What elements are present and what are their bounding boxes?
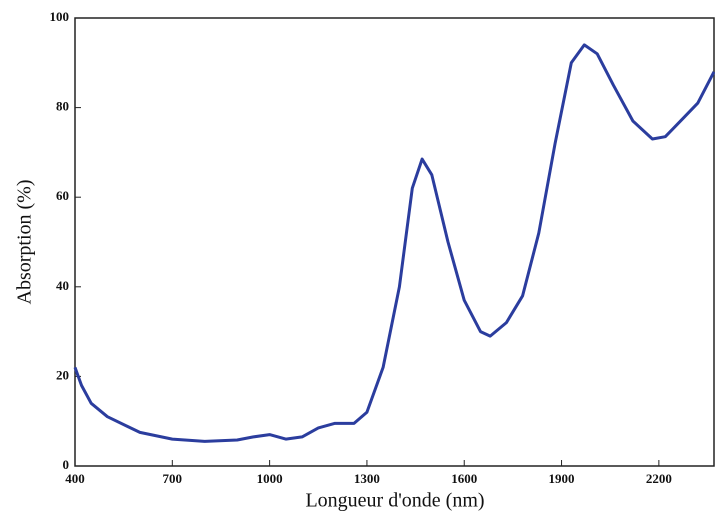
y-tick-label: 100: [50, 9, 70, 24]
y-tick-label: 0: [63, 457, 70, 472]
y-axis-label: Absorption (%): [14, 180, 36, 305]
y-tick-label: 40: [56, 278, 69, 293]
x-axis-label: Longueur d'onde (nm): [305, 490, 484, 512]
x-tick-label: 1300: [354, 471, 380, 486]
plot-frame: [74, 17, 715, 467]
y-tick-label: 60: [56, 188, 69, 203]
x-tick-label: 1000: [257, 471, 283, 486]
y-tick-label: 80: [56, 99, 69, 114]
y-tick-label: 20: [56, 367, 69, 382]
x-tick-label: 1900: [549, 471, 575, 486]
x-tick-label: 1600: [451, 471, 477, 486]
x-tick-label: 2200: [646, 471, 672, 486]
x-tick-label: 700: [163, 471, 183, 486]
x-tick-label: 400: [65, 471, 85, 486]
data-line: [73, 43, 715, 443]
